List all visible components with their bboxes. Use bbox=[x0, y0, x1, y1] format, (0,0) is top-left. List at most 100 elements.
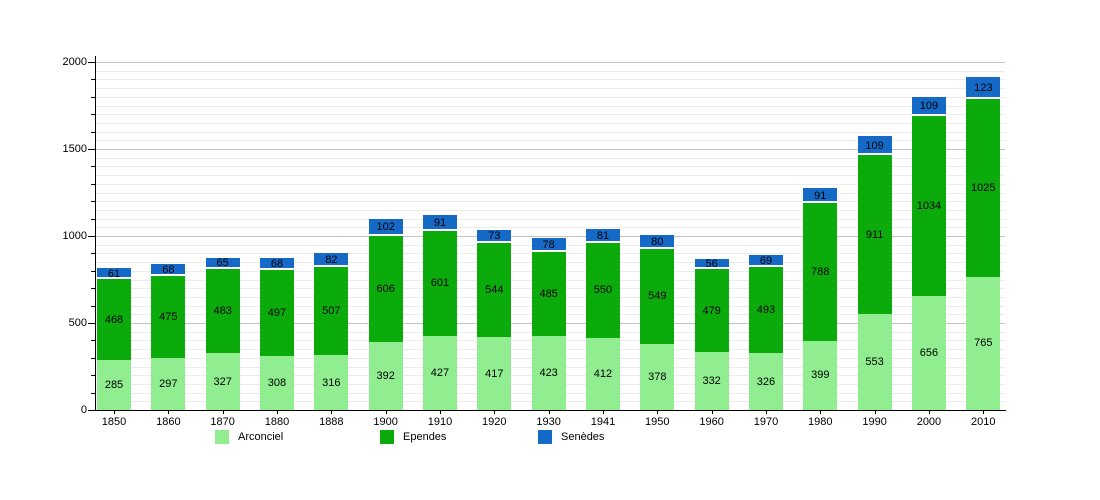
minor-gridline bbox=[95, 175, 1005, 177]
x-axis-tick bbox=[114, 410, 115, 414]
bar-segment-ependes-1960 bbox=[694, 268, 729, 353]
major-gridline bbox=[95, 236, 1005, 237]
bar-segment-senèdes-1930 bbox=[531, 238, 566, 252]
segment-value-label: 316 bbox=[322, 376, 341, 389]
minor-gridline bbox=[95, 201, 1005, 203]
x-axis-line bbox=[95, 410, 1006, 411]
segment-value-label: 91 bbox=[814, 189, 827, 202]
x-axis-tick bbox=[548, 410, 550, 414]
bar-segment-arconciel-1930 bbox=[531, 336, 566, 410]
bar-segment-arconciel-1980 bbox=[803, 340, 838, 410]
segment-value-label: 69 bbox=[759, 255, 773, 268]
segment-value-label: 326 bbox=[756, 375, 776, 388]
y-axis-tick bbox=[91, 114, 95, 116]
bar-segment-ependes-2010 bbox=[966, 98, 1001, 277]
x-axis-tick bbox=[168, 410, 170, 414]
segment-value-label: 82 bbox=[325, 253, 338, 266]
bar-segment-arconciel-1920 bbox=[477, 337, 512, 410]
bar-segment-ependes-1888 bbox=[314, 266, 349, 355]
segment-value-label: 102 bbox=[376, 221, 395, 234]
x-axis-label: 1980 bbox=[808, 416, 833, 428]
segment-value-label: 56 bbox=[705, 258, 718, 270]
bar-segment-senèdes-1990 bbox=[857, 136, 892, 156]
minor-gridline bbox=[95, 70, 1005, 72]
x-axis-tick bbox=[820, 410, 822, 414]
minor-gridline bbox=[95, 227, 1005, 229]
segment-value-label: 285 bbox=[104, 379, 124, 392]
bar-segment-arconciel-1870 bbox=[205, 353, 240, 410]
bar-segment-senèdes-1870 bbox=[205, 257, 240, 270]
minor-gridline bbox=[95, 96, 1005, 98]
segment-value-label: 68 bbox=[270, 258, 284, 270]
segment-value-label: 549 bbox=[648, 290, 667, 303]
bar-segment-ependes-1990 bbox=[857, 155, 892, 314]
segment-value-label: 308 bbox=[267, 377, 287, 390]
segment-value-label: 68 bbox=[162, 263, 175, 276]
bar-segment-ependes-1910 bbox=[422, 231, 457, 336]
segment-value-label: 553 bbox=[865, 355, 884, 368]
minor-gridline bbox=[95, 122, 1005, 124]
minor-gridline bbox=[95, 88, 1005, 90]
x-axis-label: 2000 bbox=[916, 416, 942, 428]
x-axis-label: 1941 bbox=[590, 416, 616, 428]
bar-segment-ependes-1941 bbox=[585, 242, 620, 339]
bar-segment-arconciel-1850 bbox=[97, 360, 131, 410]
bar-segment-arconciel-1880 bbox=[259, 356, 294, 410]
major-gridline bbox=[95, 149, 1005, 150]
x-axis-label: 1990 bbox=[862, 416, 887, 428]
segment-value-label: 73 bbox=[488, 230, 501, 243]
segment-value-label: 468 bbox=[104, 313, 124, 326]
bar-segment-arconciel-1941 bbox=[585, 338, 620, 410]
y-axis-label: 1500 bbox=[62, 143, 87, 155]
bar-segment-ependes-1850 bbox=[97, 278, 131, 361]
segment-value-label: 417 bbox=[485, 367, 504, 380]
y-axis-line bbox=[95, 56, 96, 411]
x-axis-tick bbox=[765, 410, 767, 414]
segment-value-label: 479 bbox=[702, 304, 721, 317]
y-axis-tick bbox=[88, 62, 95, 63]
y-axis-tick bbox=[91, 166, 95, 168]
y-axis-tick bbox=[88, 149, 95, 150]
y-axis-tick bbox=[91, 270, 95, 272]
segment-value-label: 427 bbox=[430, 366, 450, 379]
x-axis-label: 1870 bbox=[210, 416, 235, 428]
y-axis-tick bbox=[91, 218, 95, 220]
x-axis-label: 1920 bbox=[482, 416, 507, 428]
y-axis-tick bbox=[91, 375, 95, 377]
x-axis-label: 1888 bbox=[319, 416, 344, 428]
bar-segment-arconciel-2000 bbox=[911, 295, 946, 410]
legend-label-arconciel: Arconciel bbox=[238, 431, 284, 443]
bar-segment-arconciel-1900 bbox=[368, 341, 403, 410]
x-axis-label: 1900 bbox=[373, 416, 398, 428]
bar-segment-arconciel-1960 bbox=[694, 352, 729, 410]
bar-segment-senèdes-1910 bbox=[422, 215, 457, 232]
y-axis-tick bbox=[88, 236, 95, 237]
minor-gridline bbox=[95, 209, 1005, 211]
segment-value-label: 911 bbox=[865, 228, 884, 241]
y-axis-tick bbox=[88, 323, 95, 324]
legend-item-senedes: Senèdes bbox=[538, 430, 604, 444]
bar-segment-senèdes-1860 bbox=[151, 263, 186, 276]
segment-value-label: 65 bbox=[216, 257, 229, 270]
x-axis-tick bbox=[494, 410, 496, 414]
x-axis-label: 1960 bbox=[699, 416, 724, 428]
segment-value-label: 493 bbox=[756, 304, 776, 317]
legend-item-ependes: Ependes bbox=[380, 430, 446, 444]
segment-value-label: 1034 bbox=[916, 199, 942, 212]
bar-segment-arconciel-1990 bbox=[857, 313, 892, 410]
segment-value-label: 327 bbox=[213, 375, 232, 388]
legend: Arconciel Ependes Senèdes bbox=[0, 430, 1100, 450]
y-axis-label: 2000 bbox=[62, 56, 87, 68]
x-axis-label: 1850 bbox=[101, 416, 127, 428]
segment-value-label: 765 bbox=[974, 337, 993, 350]
segment-value-label: 601 bbox=[430, 277, 450, 290]
legend-label-ependes: Ependes bbox=[403, 431, 447, 443]
segment-value-label: 544 bbox=[485, 284, 504, 297]
bar-segment-arconciel-1950 bbox=[640, 344, 675, 410]
bar-segment-arconciel-2010 bbox=[966, 276, 1001, 410]
segment-value-label: 91 bbox=[433, 217, 447, 230]
y-axis-tick bbox=[91, 96, 95, 98]
minor-gridline bbox=[95, 192, 1005, 194]
segment-value-label: 332 bbox=[702, 375, 721, 388]
bar-segment-senèdes-1850 bbox=[97, 268, 131, 279]
